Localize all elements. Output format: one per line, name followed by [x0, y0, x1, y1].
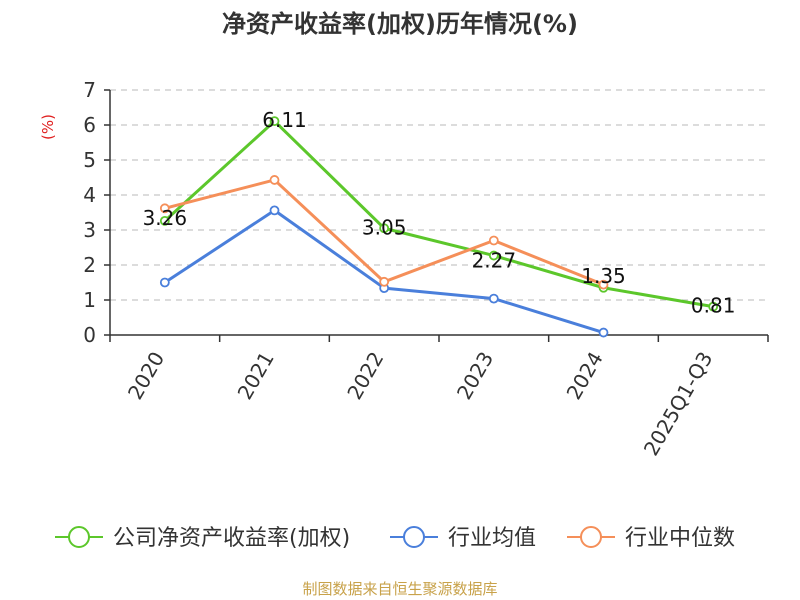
legend-item-1[interactable]: 行业均值 [390, 526, 536, 551]
series-line-0 [163, 119, 714, 309]
data-point [269, 175, 280, 185]
legend-marker [403, 526, 425, 548]
legend-marker [68, 526, 90, 548]
x-tick-label: 2021 [233, 348, 279, 404]
data-point [379, 276, 390, 287]
data-label: 2.27 [472, 249, 517, 273]
data-label: 0.81 [691, 294, 736, 318]
data-point [488, 235, 499, 246]
chart-title: 净资产收益率(加权)历年情况(%) [222, 10, 578, 38]
y-tick-label: 7 [83, 78, 96, 102]
data-point [159, 277, 170, 288]
x-tick-label: 2023 [452, 348, 498, 404]
y-tick-label: 2 [83, 253, 96, 277]
source-note: 制图数据来自恒生聚源数据库 [302, 580, 497, 598]
data-point [159, 203, 170, 214]
y-axis-unit: (%) [39, 114, 57, 140]
legend-marker [580, 526, 602, 548]
x-tick-label: 2022 [342, 348, 388, 404]
data-point [379, 223, 390, 234]
x-tick-label: 2025Q1-Q3 [639, 348, 718, 460]
legend[interactable]: 公司净资产收益率(加权) 行业均值 行业中位数 [55, 526, 735, 551]
y-tick-label: 4 [83, 183, 96, 207]
data-label: 3.26 [143, 206, 188, 230]
legend-item-0[interactable]: 公司净资产收益率(加权) [55, 526, 350, 551]
data-point [269, 205, 280, 216]
data-point [598, 279, 609, 290]
y-tick-label: 0 [83, 323, 96, 347]
x-tick-label: 2020 [123, 348, 169, 404]
legend-label: 行业中位数 [625, 526, 735, 551]
data-point [708, 301, 719, 312]
x-tick-label: 2024 [562, 348, 608, 404]
y-tick-label: 5 [83, 148, 96, 172]
data-label: 1.35 [581, 264, 626, 288]
y-tick-label: 6 [83, 113, 96, 137]
data-point [159, 215, 170, 226]
legend-label: 行业均值 [448, 526, 536, 551]
y-tick-label: 3 [83, 218, 96, 242]
legend-label: 公司净资产收益率(加权) [113, 526, 350, 551]
series-group [159, 116, 719, 338]
data-point [488, 250, 499, 261]
data-point [488, 293, 499, 304]
y-tick-label: 1 [83, 288, 96, 312]
data-labels: 3.26 6.11 3.05 2.27 1.35 0.81 [143, 108, 736, 318]
data-label: 6.11 [262, 108, 307, 132]
grid-lines [110, 89, 768, 301]
legend-item-2[interactable]: 行业中位数 [567, 526, 735, 551]
data-label: 3.05 [362, 215, 407, 239]
data-point [598, 327, 609, 338]
data-point [269, 116, 280, 127]
